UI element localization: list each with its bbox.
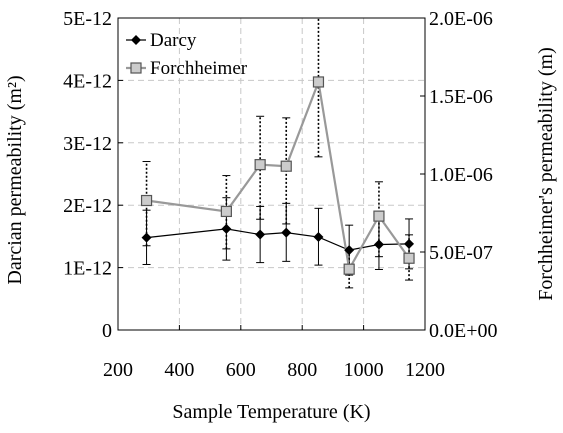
legend-forchheimer-label: Forchheimer (150, 58, 248, 79)
left-y-tick-label: 1E-12 (63, 258, 112, 280)
right-y-tick-label: 2.0E-06 (429, 8, 493, 30)
legend-forchheimer-marker (130, 62, 142, 74)
right-y-tick-label: 1.0E-06 (429, 164, 493, 186)
forchheimer-point (403, 252, 415, 264)
forchheimer-point (343, 263, 355, 275)
grid-lines (118, 18, 425, 330)
right-y-tick-label: 1.5E-06 (429, 86, 493, 108)
darcy-point (344, 245, 355, 256)
x-tick-label: 1200 (405, 359, 445, 381)
left-y-tick-label: 4E-12 (63, 70, 112, 92)
darcy-series-line (146, 228, 410, 251)
right-y-tick-label: 0.0E+00 (429, 320, 498, 342)
series-markers (140, 76, 415, 275)
darcy-point (221, 223, 232, 234)
darcy-point (404, 238, 415, 249)
darcy-error-bars (142, 197, 414, 276)
darcy-point (313, 232, 324, 243)
forchheimer-point (220, 205, 232, 218)
darcy-point (255, 229, 266, 240)
x-tick-label: 600 (226, 359, 256, 381)
left-y-tick-label: 0 (102, 320, 112, 342)
right-y-tick-label: 5.0E-07 (429, 242, 493, 264)
axis-ticks: 200 400 600 800 1000 1200 0 1E-12 2E-12 3E-12 4E-1… (63, 8, 497, 381)
left-y-tick-label: 3E-12 (63, 133, 112, 155)
legend: Darcy Forchheimer (126, 30, 248, 79)
series-lines (146, 77, 410, 273)
x-axis-title: Sample Temperature (K) (172, 401, 370, 423)
darcy-point (141, 232, 152, 243)
forchheimer-series-line (146, 77, 410, 273)
right-y-axis-title: Forchheimer's permeability (m) (535, 47, 557, 301)
left-y-axis-title: Darcian permeability (m²) (4, 75, 26, 284)
darcy-point (281, 227, 292, 238)
forchheimer-point (373, 210, 385, 222)
x-tick-label: 1000 (344, 359, 384, 381)
legend-darcy-label: Darcy (150, 30, 197, 51)
darcy-point (373, 239, 384, 250)
x-tick-label: 800 (287, 359, 317, 381)
left-y-tick-label: 5E-12 (63, 8, 112, 30)
forchheimer-point (312, 76, 325, 88)
x-tick-label: 200 (103, 359, 133, 381)
forchheimer-point (280, 160, 292, 172)
forchheimer-point (254, 159, 266, 171)
forchheimer-point (140, 194, 153, 207)
left-y-tick-label: 2E-12 (63, 195, 112, 217)
x-tick-label: 400 (164, 359, 194, 381)
legend-darcy-marker (131, 35, 141, 45)
